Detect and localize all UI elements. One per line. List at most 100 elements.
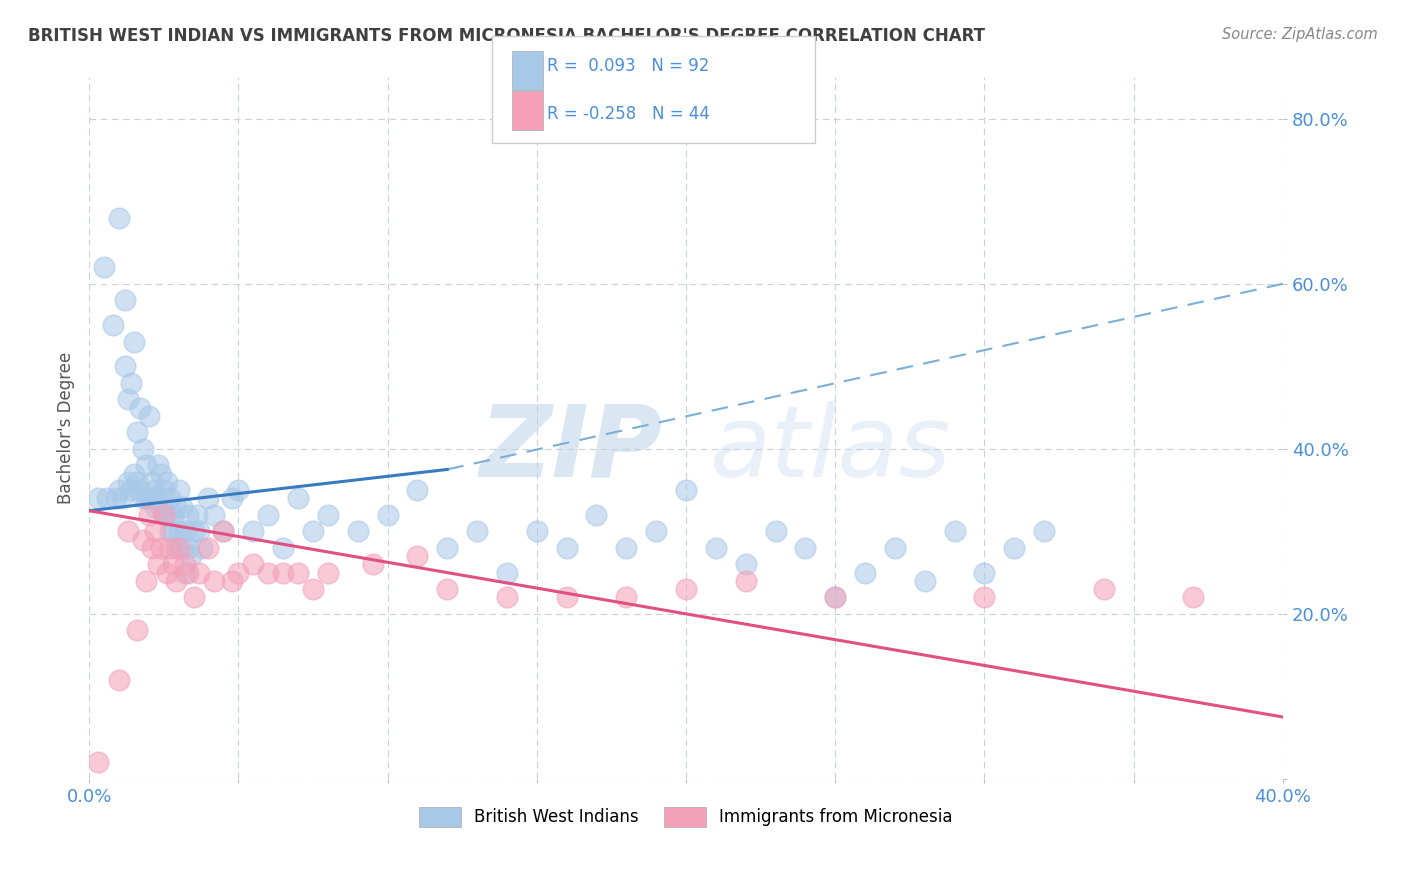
Point <box>132 442 155 456</box>
Point <box>93 260 115 275</box>
Point <box>156 508 179 522</box>
Point <box>149 541 172 555</box>
Point <box>152 508 174 522</box>
Point <box>173 524 195 539</box>
Point <box>204 574 226 588</box>
Point <box>122 467 145 481</box>
Point <box>1092 582 1115 596</box>
Point <box>170 541 193 555</box>
Point <box>188 524 211 539</box>
Point <box>183 524 205 539</box>
Point <box>138 508 160 522</box>
Point <box>165 574 187 588</box>
Point <box>176 508 198 522</box>
Point <box>120 483 142 497</box>
Point <box>128 401 150 415</box>
Point <box>221 491 243 506</box>
Point <box>162 524 184 539</box>
Point <box>159 491 181 506</box>
Point <box>173 566 195 580</box>
Point <box>973 566 995 580</box>
Point <box>114 359 136 374</box>
Point <box>436 582 458 596</box>
Point <box>180 549 202 563</box>
Point <box>212 524 235 539</box>
Point <box>1002 541 1025 555</box>
Point <box>226 483 249 497</box>
Point <box>141 475 163 489</box>
Point <box>96 491 118 506</box>
Point <box>271 541 294 555</box>
Point <box>141 541 163 555</box>
Point <box>302 582 325 596</box>
Point <box>943 524 966 539</box>
Point <box>188 566 211 580</box>
Point <box>135 574 157 588</box>
Text: atlas: atlas <box>710 401 952 498</box>
Point <box>152 483 174 497</box>
Point <box>794 541 817 555</box>
Point <box>221 574 243 588</box>
Point <box>120 376 142 390</box>
Point <box>132 533 155 547</box>
Point <box>496 591 519 605</box>
Point <box>204 508 226 522</box>
Point <box>156 566 179 580</box>
Text: R =  0.093   N = 92: R = 0.093 N = 92 <box>547 57 709 75</box>
Point <box>135 458 157 473</box>
Point <box>176 566 198 580</box>
Point <box>287 491 309 506</box>
Point <box>465 524 488 539</box>
Point <box>143 483 166 497</box>
Point <box>146 458 169 473</box>
Point <box>170 500 193 514</box>
Point <box>704 541 727 555</box>
Point <box>645 524 668 539</box>
Point <box>128 483 150 497</box>
Point <box>125 624 148 638</box>
Point <box>853 566 876 580</box>
Point <box>159 524 181 539</box>
Point <box>108 211 131 225</box>
Point <box>883 541 905 555</box>
Point <box>122 334 145 349</box>
Point <box>197 541 219 555</box>
Point <box>257 566 280 580</box>
Point <box>675 483 697 497</box>
Y-axis label: Bachelor's Degree: Bachelor's Degree <box>58 352 75 504</box>
Point <box>111 491 134 506</box>
Point <box>117 475 139 489</box>
Point <box>104 491 127 506</box>
Text: BRITISH WEST INDIAN VS IMMIGRANTS FROM MICRONESIA BACHELOR'S DEGREE CORRELATION : BRITISH WEST INDIAN VS IMMIGRANTS FROM M… <box>28 27 986 45</box>
Point <box>496 566 519 580</box>
Point <box>138 409 160 423</box>
Point <box>138 491 160 506</box>
Point <box>526 524 548 539</box>
Point <box>406 483 429 497</box>
Point <box>125 425 148 440</box>
Point <box>87 491 110 506</box>
Point <box>191 541 214 555</box>
Point <box>973 591 995 605</box>
Text: R = -0.258   N = 44: R = -0.258 N = 44 <box>547 104 710 122</box>
Point <box>135 491 157 506</box>
Point <box>176 541 198 555</box>
Point <box>436 541 458 555</box>
Point <box>734 574 756 588</box>
Point <box>614 591 637 605</box>
Point <box>167 541 190 555</box>
Point <box>675 582 697 596</box>
Point <box>302 524 325 539</box>
Point <box>183 591 205 605</box>
Point <box>614 541 637 555</box>
Point <box>156 475 179 489</box>
Point <box>132 491 155 506</box>
Point <box>165 500 187 514</box>
Point <box>149 500 172 514</box>
Point <box>125 475 148 489</box>
Point <box>146 491 169 506</box>
Point <box>162 558 184 572</box>
Point <box>242 558 264 572</box>
Point <box>165 541 187 555</box>
Point <box>114 293 136 308</box>
